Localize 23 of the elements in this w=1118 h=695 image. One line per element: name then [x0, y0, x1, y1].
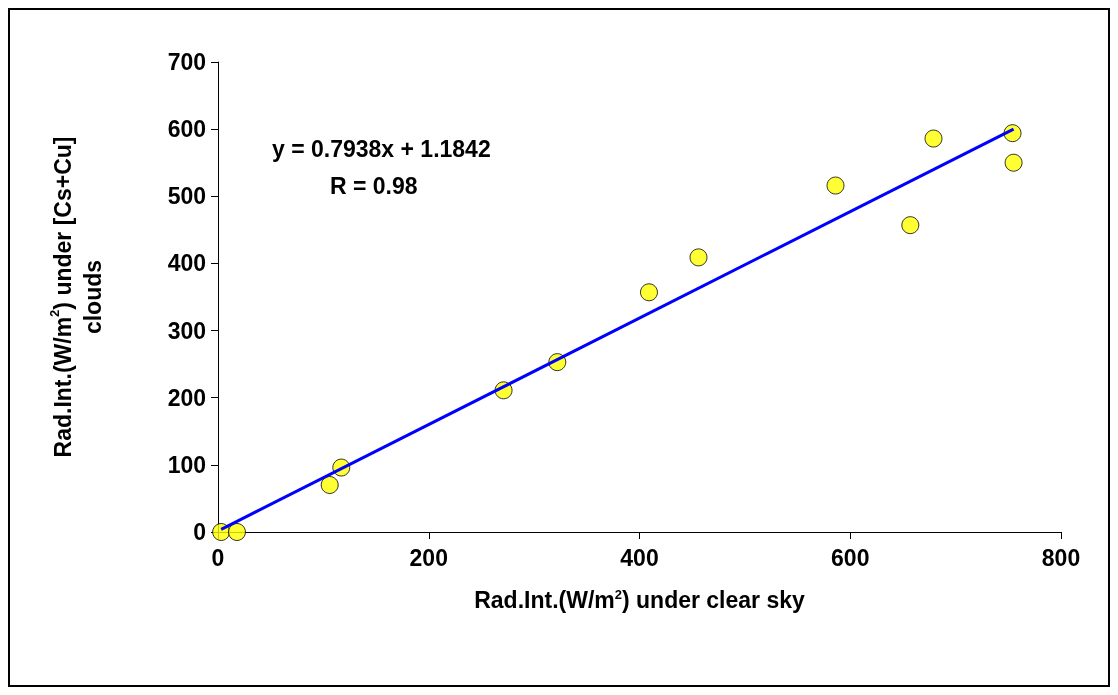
x-tick-label: 600	[831, 544, 870, 571]
x-tick-label: 200	[409, 544, 448, 571]
y-tick-label: 400	[167, 250, 206, 277]
annotation: R = 0.98	[330, 172, 418, 199]
x-tick-label: 400	[620, 544, 659, 571]
y-tick-label: 200	[167, 384, 206, 411]
y-tick-label: 300	[167, 317, 206, 344]
point	[1004, 153, 1023, 172]
y-tick-label: 0	[193, 519, 206, 545]
annotation: y = 0.7938x + 1.1842	[272, 135, 491, 162]
point	[320, 476, 339, 494]
point	[901, 216, 920, 235]
point	[689, 248, 708, 267]
y-tick-label: 600	[167, 116, 206, 143]
point	[924, 129, 943, 148]
point	[227, 523, 246, 541]
y-tick-label: 100	[167, 451, 206, 478]
point	[640, 283, 658, 302]
y-tick-label: 700	[167, 49, 206, 75]
point	[826, 176, 845, 195]
x-tick-label: 0	[211, 544, 225, 571]
y-tick-label: 500	[167, 183, 206, 210]
x-tick-label: 800	[1041, 544, 1081, 571]
